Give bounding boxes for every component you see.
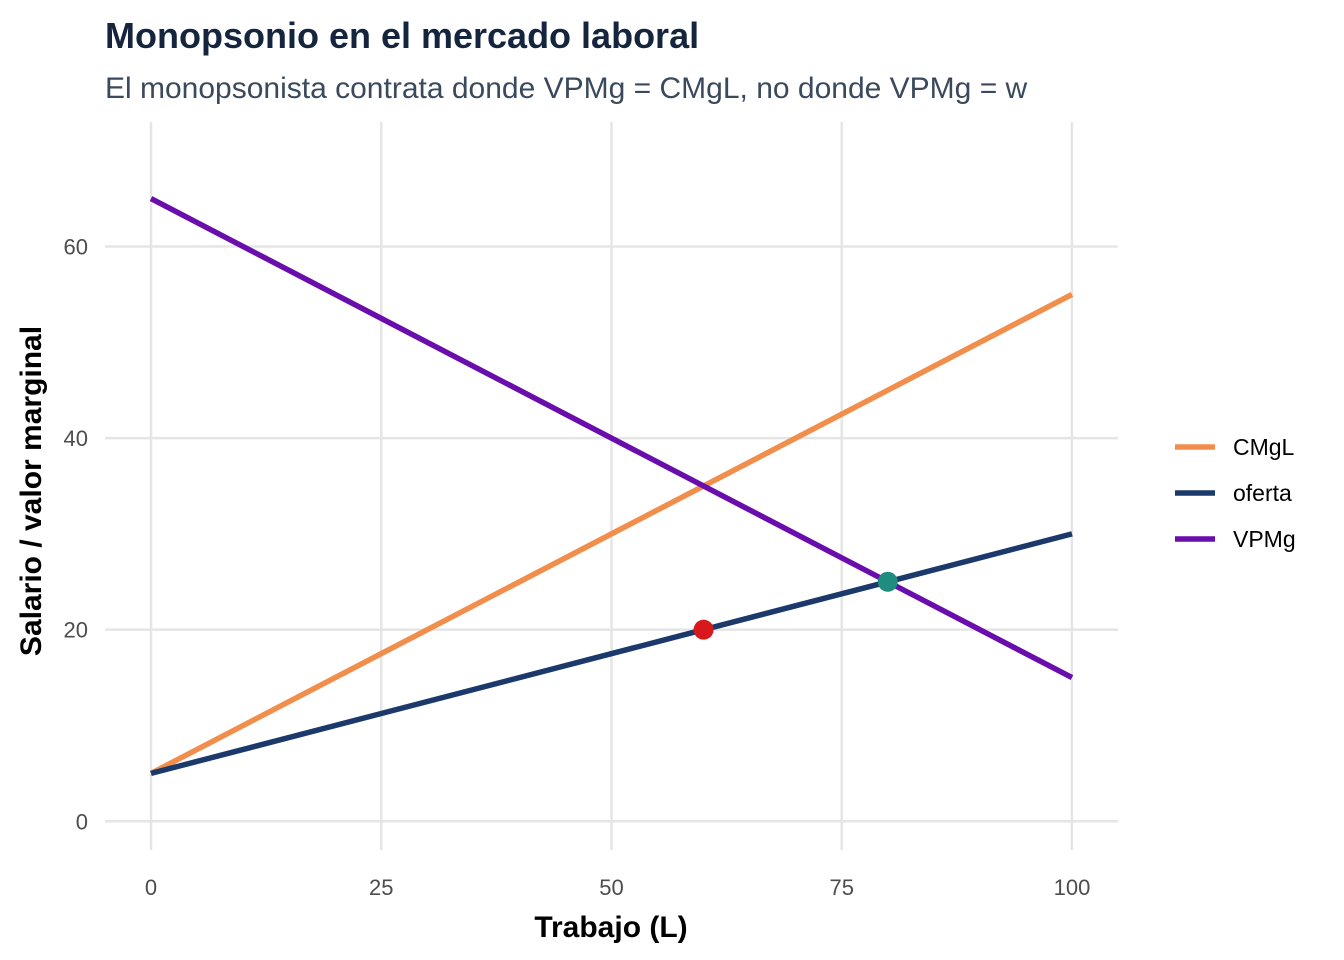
highlight-points: [693, 571, 898, 640]
chart-subtitle: El monopsonista contrata donde VPMg = CM…: [105, 72, 1028, 105]
grid-lines: [105, 122, 1118, 850]
axis-ticks: 0 20 40 60 0 25 50 75 100: [64, 235, 1091, 900]
legend-label: CMgL: [1233, 434, 1295, 460]
chart-title: Monopsonio en el mercado laboral: [105, 15, 699, 56]
y-tick-label: 40: [64, 426, 88, 451]
series-line-cmgl: [149, 291, 1074, 776]
legend-label: VPMg: [1233, 526, 1296, 552]
series-line-oferta: [150, 531, 1073, 777]
legend-label: oferta: [1233, 480, 1292, 506]
y-tick-label: 60: [64, 235, 88, 260]
x-tick-label: 50: [599, 875, 623, 900]
y-axis-title: Salario / valor marginal: [15, 326, 48, 656]
x-axis-title: Trabajo (L): [534, 911, 687, 944]
x-tick-label: 0: [145, 875, 157, 900]
highlight-point: [693, 619, 714, 640]
y-tick-label: 20: [64, 618, 88, 643]
series-line-vpmg: [149, 196, 1074, 681]
highlight-point: [877, 571, 898, 592]
legend: CMgL oferta VPMg: [1175, 434, 1296, 552]
y-tick-label: 0: [76, 809, 88, 834]
x-tick-label: 100: [1054, 875, 1091, 900]
x-tick-label: 25: [369, 875, 393, 900]
series-lines: [149, 196, 1074, 777]
x-tick-label: 75: [829, 875, 853, 900]
